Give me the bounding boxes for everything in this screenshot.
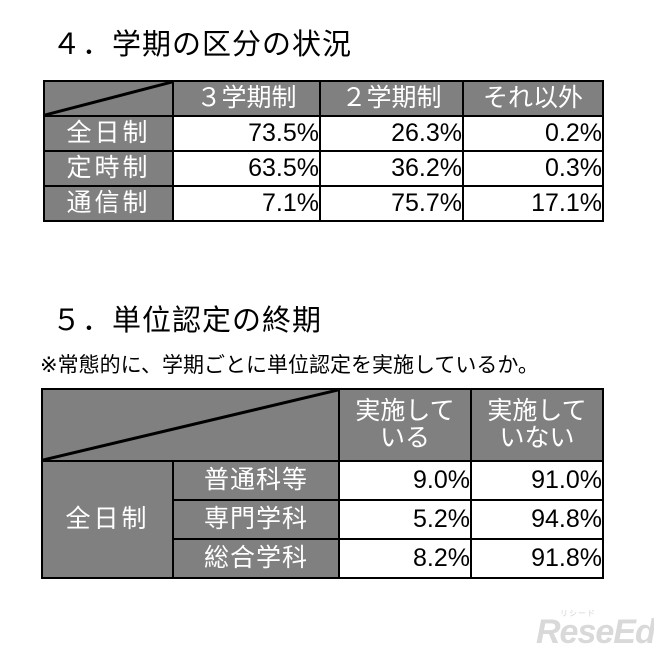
diagonal-line-icon — [45, 82, 172, 115]
table-header-row: 実施して いる 実施して いない — [41, 388, 604, 462]
credit-recognition-note: ※常態的に、学期ごとに単位認定を実施しているか。 — [40, 354, 539, 377]
cell-teijisei-2term: 36.2% — [319, 150, 464, 187]
row-header-senmongakka: 専門学科 — [172, 499, 340, 540]
reseed-logo: リシード ReseEd — [534, 607, 654, 653]
cell-tsushinsei-2term: 75.7% — [319, 185, 464, 222]
table-row: 全日制 73.5% 26.3% 0.2% — [43, 115, 604, 152]
row-header-zennichisei: 全日制 — [43, 115, 174, 152]
row-group-zennichisei: 全日制 — [41, 460, 174, 579]
cell-zennichisei-3term: 73.5% — [172, 115, 321, 152]
corner-diagonal-cell — [41, 388, 340, 462]
section-title-credit-recognition: ５．単位認定の終期 — [52, 305, 323, 337]
cell-futsuka-implemented: 9.0% — [338, 460, 472, 501]
table-header-row: ３学期制 ２学期制 それ以外 — [43, 80, 604, 117]
column-header-other: それ以外 — [462, 80, 604, 117]
cell-zennichisei-2term: 26.3% — [319, 115, 464, 152]
column-header-implemented: 実施して いる — [338, 388, 472, 462]
cell-senmongakka-implemented: 5.2% — [338, 499, 472, 540]
cell-sogogakka-implemented: 8.2% — [338, 538, 472, 579]
cell-tsushinsei-3term: 7.1% — [172, 185, 321, 222]
row-header-teijisei: 定時制 — [43, 150, 174, 187]
column-header-not-implemented-line2: いない — [499, 424, 575, 452]
reseed-logo-wordmark: ReseEd — [536, 613, 654, 651]
cell-zennichisei-other: 0.2% — [462, 115, 604, 152]
row-header-futsuka: 普通科等 — [172, 460, 340, 501]
cell-teijisei-other: 0.3% — [462, 150, 604, 187]
cell-sogogakka-not-implemented: 91.8% — [470, 538, 604, 579]
reseed-logo-kana: リシード — [560, 609, 596, 618]
column-header-not-implemented-line1: 実施して — [487, 396, 587, 425]
row-header-sogogakka: 総合学科 — [172, 538, 340, 579]
table-row: 総合学科 8.2% 91.8% — [42, 538, 604, 579]
section-title-term-division: ４．学期の区分の状況 — [52, 29, 353, 61]
row-header-tsushinsei: 通信制 — [43, 185, 174, 222]
term-division-table: ３学期制 ２学期制 それ以外 全日制 73.5% 26.3% 0.2% 定時制 … — [43, 80, 604, 222]
cell-tsushinsei-other: 17.1% — [462, 185, 604, 222]
column-header-implemented-line2: いる — [379, 424, 430, 452]
table-row: 全日制 普通科等 9.0% 91.0% — [41, 460, 604, 579]
table-row: 定時制 63.5% 36.2% 0.3% — [43, 150, 604, 187]
table-row: 専門学科 5.2% 94.8% — [42, 499, 604, 540]
table-row: 通信制 7.1% 75.7% 17.1% — [43, 185, 604, 222]
credit-recognition-table: 実施して いる 実施して いない 全日制 普通科等 9.0% 91.0% 専門学… — [41, 388, 604, 579]
cell-senmongakka-not-implemented: 94.8% — [470, 499, 604, 540]
corner-diagonal-cell — [43, 80, 174, 117]
column-header-implemented-line1: 実施して — [355, 396, 455, 425]
cell-teijisei-3term: 63.5% — [172, 150, 321, 187]
cell-futsuka-not-implemented: 91.0% — [470, 460, 604, 501]
diagonal-line-icon — [43, 390, 338, 460]
column-header-3term: ３学期制 — [172, 80, 321, 117]
column-header-not-implemented: 実施して いない — [470, 388, 604, 462]
column-header-2term: ２学期制 — [319, 80, 464, 117]
